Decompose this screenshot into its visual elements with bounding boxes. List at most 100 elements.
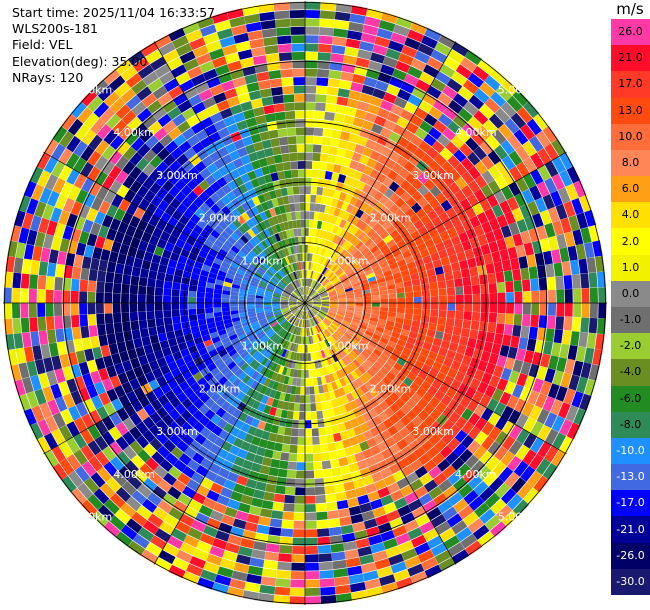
velocity-gate: [359, 259, 368, 267]
velocity-gate: [102, 446, 116, 461]
velocity-gate: [305, 278, 308, 287]
velocity-gate: [463, 511, 479, 527]
velocity-gate: [314, 283, 321, 290]
velocity-gate: [382, 376, 392, 386]
velocity-gate: [318, 275, 325, 283]
colorbar-tick-label: 13.0: [618, 103, 643, 117]
velocity-gate: [400, 81, 415, 94]
velocity-gate: [180, 315, 189, 323]
velocity-gate: [309, 219, 314, 228]
velocity-gate: [393, 569, 410, 582]
velocity-gate: [255, 256, 264, 264]
velocity-gate: [352, 117, 365, 128]
velocity-gate: [280, 145, 290, 154]
velocity-gate: [299, 253, 303, 262]
velocity-gate: [188, 392, 199, 404]
velocity-gate: [363, 225, 372, 235]
velocity-gate: [349, 196, 358, 206]
velocity-gate: [230, 299, 238, 303]
velocity-gate: [191, 519, 207, 533]
velocity-gate: [346, 297, 355, 301]
velocity-gate: [448, 411, 461, 424]
velocity-gate: [306, 261, 310, 270]
velocity-gate: [413, 219, 424, 230]
azimuth-line: [304, 302, 457, 565]
velocity-gate: [459, 448, 473, 463]
velocity-gate: [507, 246, 518, 260]
velocity-gate: [349, 160, 359, 170]
velocity-gate: [491, 251, 502, 263]
velocity-gate: [515, 348, 526, 362]
velocity-gate: [537, 164, 551, 181]
velocity-gate: [315, 351, 320, 360]
velocity-gate: [588, 364, 600, 381]
velocity-gate: [414, 258, 425, 267]
velocity-gate: [431, 514, 447, 528]
velocity-gate: [474, 502, 490, 518]
velocity-gate: [295, 289, 301, 297]
velocity-gate: [448, 182, 461, 195]
velocity-gate: [240, 247, 249, 256]
velocity-gate: [323, 477, 334, 486]
velocity-gate: [284, 322, 291, 330]
velocity-gate: [337, 294, 346, 298]
velocity-gate: [382, 220, 392, 230]
velocity-gate: [171, 385, 183, 397]
velocity-gate: [284, 170, 292, 179]
velocity-gate: [86, 359, 98, 373]
velocity-gate: [399, 244, 410, 254]
velocity-gate: [285, 286, 293, 293]
velocity-gate: [281, 295, 289, 299]
velocity-gate: [394, 253, 404, 262]
velocity-gate: [369, 150, 381, 161]
velocity-gate: [154, 63, 171, 78]
velocity-gate: [364, 391, 374, 401]
velocity-gate: [271, 510, 284, 520]
velocity-gate: [271, 86, 283, 96]
velocity-gate: [129, 152, 143, 166]
velocity-gate: [58, 165, 73, 182]
velocity-gate: [514, 398, 527, 413]
velocity-gate: [277, 43, 292, 53]
velocity-gate: [420, 348, 430, 358]
velocity-gate: [447, 398, 460, 411]
velocity-gate: [331, 129, 342, 139]
velocity-gate: [283, 310, 291, 316]
velocity-gate: [377, 318, 387, 325]
velocity-gate: [501, 259, 512, 272]
velocity-gate: [204, 124, 218, 136]
velocity-gate: [216, 418, 228, 430]
velocity-gate: [129, 293, 138, 303]
velocity-gate: [379, 310, 388, 316]
velocity-gate: [213, 303, 222, 308]
velocity-gate: [199, 533, 215, 546]
velocity-gate: [150, 56, 167, 71]
velocity-gate: [248, 407, 258, 418]
velocity-gate: [326, 434, 335, 444]
velocity-gate: [117, 372, 129, 385]
velocity-gate: [470, 320, 480, 331]
velocity-gate: [455, 303, 464, 312]
velocity-gate: [352, 521, 366, 533]
velocity-gate: [355, 303, 364, 306]
velocity-gate: [428, 160, 441, 173]
velocity-gate: [211, 169, 223, 181]
velocity-gate: [169, 252, 180, 262]
velocity-gate: [154, 287, 164, 296]
velocity-gate: [415, 160, 428, 172]
velocity-gate: [192, 101, 206, 115]
velocity-gate: [58, 381, 70, 396]
velocity-gate: [119, 243, 130, 256]
velocity-gate: [333, 332, 341, 340]
velocity-gate: [108, 150, 123, 165]
velocity-gate: [452, 114, 468, 129]
velocity-gate: [531, 240, 543, 254]
velocity-gate: [435, 354, 446, 365]
velocity-gate: [294, 344, 299, 353]
velocity-gate: [263, 36, 278, 47]
velocity-gate: [375, 326, 385, 333]
velocity-gate: [515, 444, 530, 461]
velocity-gate: [118, 125, 133, 141]
velocity-gate: [366, 228, 376, 238]
velocity-gate: [152, 367, 163, 379]
